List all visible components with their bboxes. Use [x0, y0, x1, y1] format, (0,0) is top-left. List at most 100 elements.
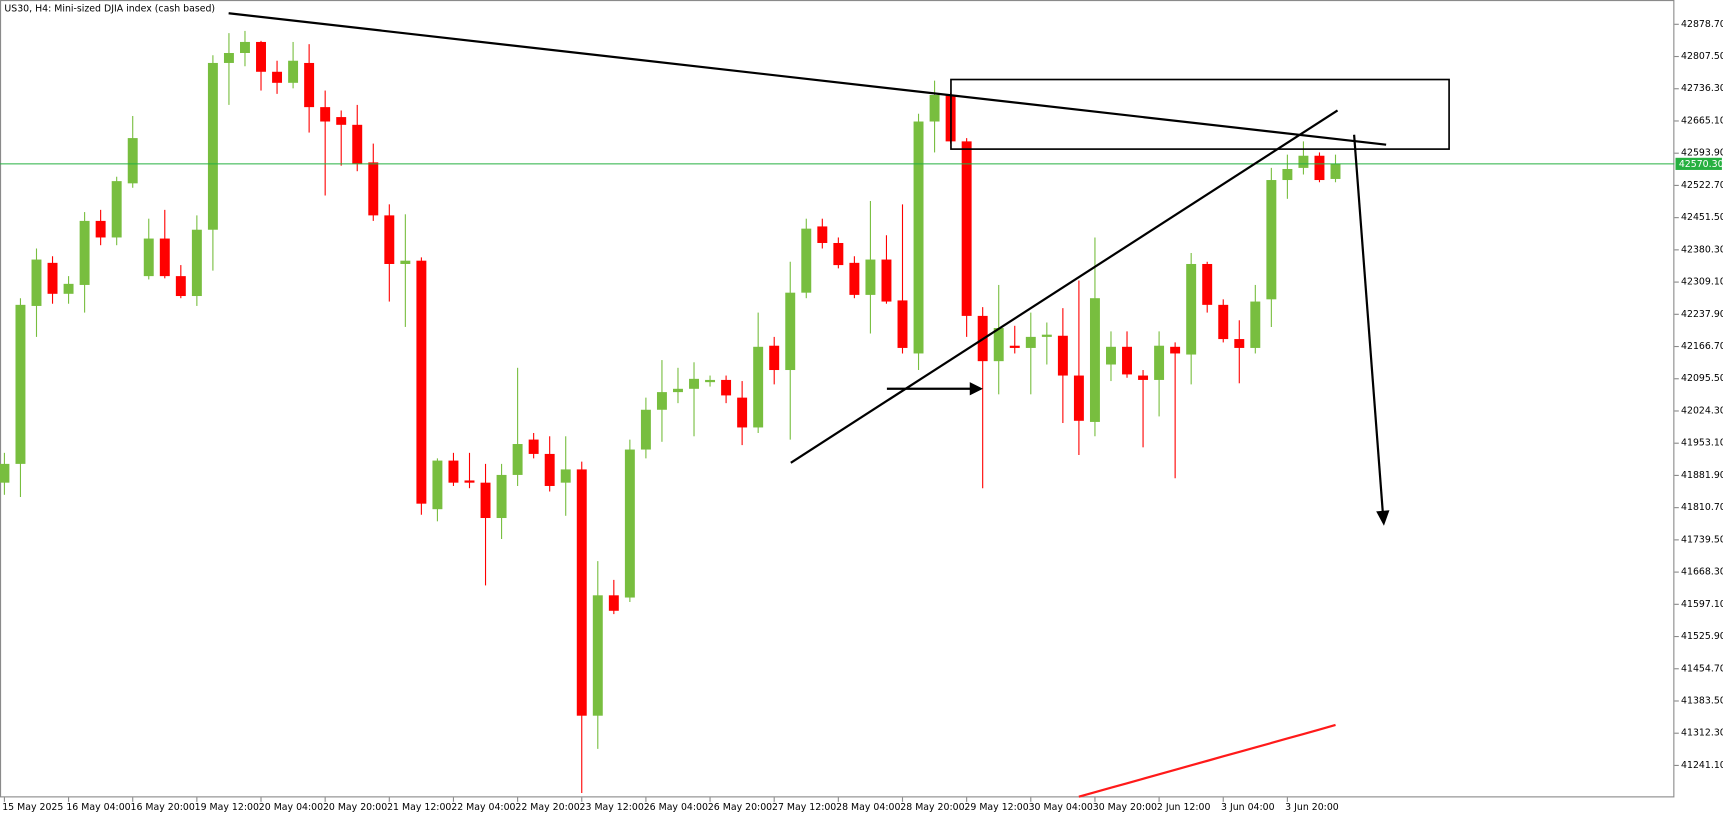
y-tick-label: 41241.10 — [1681, 760, 1723, 771]
x-tick-label: 26 May 04:00 — [644, 802, 708, 813]
candle-body — [544, 453, 555, 486]
y-tick-label: 41597.10 — [1681, 599, 1723, 610]
candle-body — [1138, 375, 1149, 380]
x-tick-label: 3 Jun 20:00 — [1285, 802, 1339, 813]
resistance-zone — [950, 78, 1450, 150]
y-tick-label: 42451.50 — [1681, 212, 1723, 223]
y-tick-label: 41810.70 — [1681, 502, 1723, 513]
candle-body — [336, 117, 347, 125]
y-tick-label: 42665.10 — [1681, 115, 1723, 126]
candle-body — [801, 228, 812, 293]
candle-body — [320, 107, 331, 122]
candle-body — [496, 474, 507, 519]
arrow — [1352, 134, 1384, 513]
candle-body — [400, 260, 411, 264]
y-tick-label: 42237.90 — [1681, 309, 1723, 320]
candle-body — [528, 439, 539, 454]
x-tick-label: 30 May 04:00 — [1029, 802, 1093, 813]
x-tick-label: 20 May 04:00 — [259, 802, 323, 813]
candle-body — [1089, 298, 1100, 422]
candle-body — [448, 460, 459, 483]
x-tick-label: 19 May 12:00 — [195, 802, 259, 813]
candle-body — [143, 238, 154, 277]
candle-body — [512, 444, 523, 475]
candle-body — [1218, 304, 1229, 340]
y-tick-label: 42095.50 — [1681, 373, 1723, 384]
candle-body — [223, 52, 234, 63]
arrow-head — [1376, 510, 1390, 526]
candle-body — [897, 300, 908, 348]
candle-body — [256, 41, 266, 72]
candle-body — [673, 388, 683, 393]
candle-body — [1330, 163, 1341, 179]
candle-body — [705, 379, 716, 383]
candle-body — [464, 480, 475, 483]
candle-body — [352, 124, 363, 164]
candle-body — [1106, 346, 1116, 365]
candle-body — [159, 238, 170, 277]
candle-body — [753, 346, 764, 428]
candle-body — [576, 469, 587, 716]
x-tick-label: 22 May 04:00 — [451, 802, 515, 813]
candle-body — [175, 276, 186, 297]
candle-body — [769, 345, 780, 371]
trend-line — [228, 12, 1387, 146]
candle-body — [1266, 180, 1277, 300]
x-tick-label: 27 May 12:00 — [772, 802, 836, 813]
candle-body — [31, 259, 42, 306]
candle-body — [79, 220, 90, 285]
candle-body — [1025, 336, 1036, 348]
drawings — [228, 12, 1450, 526]
candle-body — [560, 469, 571, 483]
candle-body — [1170, 346, 1181, 354]
candle-body — [416, 260, 427, 504]
candle-body — [993, 328, 1004, 362]
y-tick-label: 42380.30 — [1681, 244, 1723, 255]
candle-body — [304, 62, 315, 108]
y-tick-label: 42522.70 — [1681, 180, 1723, 191]
candle-body — [961, 141, 972, 316]
x-tick-label: 28 May 20:00 — [900, 802, 964, 813]
chart-title: US30, H4: Mini-sized DJIA index (cash ba… — [4, 3, 215, 14]
x-tick-label: 3 Jun 04:00 — [1221, 802, 1275, 813]
y-tick-label: 41525.90 — [1681, 631, 1723, 642]
ma-line — [1078, 723, 1336, 798]
x-tick-label: 15 May 2025 — [2, 802, 63, 813]
x-tick-label: 29 May 12:00 — [964, 802, 1028, 813]
candle-body — [592, 595, 603, 716]
y-tick-label: 41312.30 — [1681, 728, 1723, 739]
candle-body — [432, 460, 443, 510]
candle-body — [833, 242, 844, 266]
candle-body — [608, 595, 619, 611]
x-tick-label: 21 May 12:00 — [387, 802, 451, 813]
x-tick-label: 28 May 04:00 — [836, 802, 900, 813]
price-label-box — [1675, 157, 1722, 170]
candle-body — [656, 392, 667, 410]
candle-body — [288, 60, 299, 83]
candle-body — [849, 262, 860, 295]
x-tick-label: 16 May 20:00 — [131, 802, 195, 813]
candle-body — [913, 121, 924, 354]
candle-body — [272, 71, 283, 83]
candle-body — [689, 378, 699, 389]
candle-body — [1202, 263, 1213, 305]
candle-body — [640, 409, 651, 450]
candle-body — [127, 138, 138, 184]
candle-body — [721, 379, 732, 396]
y-tick-label: 41953.10 — [1681, 438, 1723, 449]
candle-body — [929, 94, 940, 122]
candle-body — [624, 449, 635, 598]
candle-body — [240, 41, 250, 53]
candle-body — [191, 229, 202, 297]
x-tick-label: 23 May 12:00 — [580, 802, 644, 813]
candle-body — [95, 220, 106, 238]
candle-body — [1154, 345, 1165, 380]
candle-body — [63, 283, 74, 294]
y-tick-label: 42878.70 — [1681, 19, 1723, 30]
candle-body — [47, 262, 58, 294]
candle-body — [737, 397, 748, 428]
candle-body — [1298, 155, 1309, 168]
arrow-head — [969, 382, 983, 396]
x-tick-label: 20 May 20:00 — [323, 802, 387, 813]
